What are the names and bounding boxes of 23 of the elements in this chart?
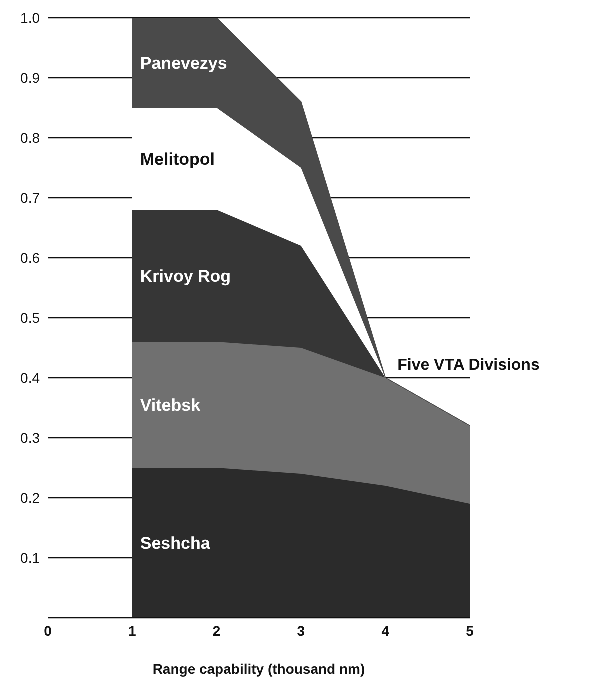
x-axis-title: Range capability (thousand nm) <box>152 661 366 677</box>
annotation: Five VTA Divisions <box>398 357 540 374</box>
series-label: Panevezys <box>140 54 228 73</box>
x-tick-label: 1 <box>128 622 136 639</box>
y-tick-label: 0.8 <box>20 130 40 146</box>
y-tick-label: 0.6 <box>20 250 40 266</box>
series-label: Vitebsk <box>140 396 202 415</box>
series-label: Melitopol <box>140 150 216 169</box>
y-tick-label: 0.3 <box>20 430 40 446</box>
x-tick-label: 2 <box>212 622 221 639</box>
x-tick-label: 4 <box>382 622 390 639</box>
series-label: Krivoy Rog <box>140 267 232 286</box>
series-label: Seshcha <box>140 534 211 553</box>
y-tick-label: 0.4 <box>20 370 40 386</box>
x-tick-label: 3 <box>297 622 306 639</box>
y-tick-label: 0.5 <box>20 310 40 326</box>
y-tick-label: 0.9 <box>20 70 40 86</box>
y-tick-label: 0.1 <box>20 550 40 566</box>
x-tick-label: 0 <box>44 622 52 639</box>
y-tick-label: 1.0 <box>20 10 40 26</box>
x-tick-label: 5 <box>466 622 474 639</box>
y-tick-label: 0.2 <box>20 490 40 506</box>
y-tick-label: 0.7 <box>20 190 40 206</box>
